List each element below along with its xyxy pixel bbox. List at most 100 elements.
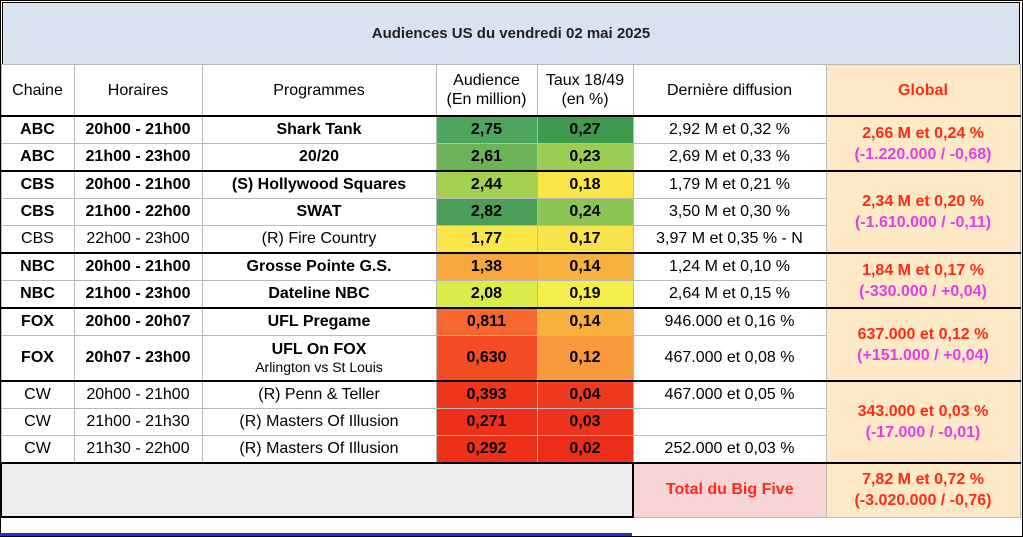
global-diff-value: (-330.000 / +0,04): [859, 282, 987, 300]
header-audience: Audience (En million): [435, 64, 538, 117]
footer-row: Total du Big Five 7,82 M et 0,72 % (-3.020…: [0, 462, 1021, 518]
header-derniere: Dernière diffusion: [632, 64, 827, 117]
cell-horaires: 20h00 - 21h00: [73, 115, 203, 144]
total-main-value: 7,82 M et 0,72 %: [862, 471, 984, 489]
table-row: CW 20h00 - 21h00 (R) Penn & Teller 0,393 0,0…: [0, 380, 1021, 464]
cell-programme: (S) Hollywood Squares: [201, 170, 437, 199]
cell-taux: 0,19: [536, 280, 634, 309]
cell-derniere: 3,50 M et 0,30 %: [632, 198, 827, 226]
table-row: CBS 22h00 - 23h00 (R) Fire Country 1,77 0,17…: [0, 225, 1020, 254]
cell-global-cbs: 2,34 M et 0,20 % (-1.610.000 / -0,11): [825, 170, 1021, 254]
cell-programme: (R) Masters Of Illusion: [201, 408, 437, 436]
total-big-five-label: Total du Big Five: [632, 462, 827, 518]
cell-chaine: FOX: [0, 335, 75, 382]
global-main-value: 2,34 M et 0,20 %: [862, 193, 984, 210]
cell-horaires: 20h00 - 21h00: [73, 170, 203, 199]
cell-horaires: 22h00 - 23h00: [73, 225, 203, 254]
cell-taux: 0,24: [536, 198, 634, 226]
cell-derniere: 1,79 M et 0,21 %: [632, 170, 827, 199]
cell-chaine: FOX: [0, 307, 75, 336]
header-horaires: Horaires: [73, 64, 203, 117]
global-main-value: 1,84 M et 0,17 %: [862, 261, 984, 279]
cell-programme: Dateline NBC: [201, 280, 437, 309]
table-row: CBS 20h00 - 21h00 (S) Hollywood Squares 2,4…: [0, 170, 1021, 254]
cell-taux: 0,14: [536, 307, 634, 336]
global-diff-value: (-1.610.000 / -0,11): [854, 214, 992, 231]
cell-horaires: 21h00 - 23h00: [73, 143, 203, 172]
cell-taux: 0,18: [536, 170, 634, 199]
cell-chaine: CW: [0, 435, 75, 464]
cell-taux: 0,17: [536, 225, 634, 254]
cell-chaine: CBS: [0, 198, 75, 226]
cell-horaires: 21h00 - 23h00: [73, 280, 203, 309]
cell-programme: Grosse Pointe G.S.: [201, 252, 437, 281]
cell-programme: UFL Pregame: [201, 307, 437, 336]
header-row: Chaine Horaires Programmes Audience (En m…: [0, 64, 1021, 117]
header-taux-line2: (en %): [561, 91, 609, 108]
cell-derniere: 3,97 M et 0,35 % - N: [632, 225, 827, 254]
table-row: CW 21h30 - 22h00 (R) Masters Of Illusion 0,…: [0, 435, 1020, 464]
cell-programme: (R) Fire Country: [201, 225, 437, 254]
cell-chaine: NBC: [0, 252, 75, 281]
cell-audience: 0,630: [435, 335, 538, 382]
cell-chaine: ABC: [0, 143, 75, 172]
global-diff-value: (-1.220.000 / -0,68): [854, 145, 992, 163]
cell-derniere: [632, 408, 827, 436]
cell-audience: 2,61: [435, 143, 538, 172]
cell-audience: 2,44: [435, 170, 538, 199]
cell-audience: 0,271: [435, 408, 538, 436]
global-main-value: 343.000 et 0,03 %: [857, 403, 989, 420]
table-row: NBC 20h00 - 21h00 Grosse Pointe G.S. 1,38 0,…: [0, 252, 1021, 309]
header-taux-line1: Taux 18/49: [545, 72, 625, 89]
cell-chaine: NBC: [0, 280, 75, 309]
cell-horaires: 21h30 - 22h00: [73, 435, 203, 464]
global-diff-value: (-17.000 / -0,01): [865, 424, 981, 441]
page-title: Audiences US du vendredi 02 mai 2025: [2, 2, 1020, 65]
cell-chaine: CW: [0, 380, 75, 409]
cell-taux: 0,12: [536, 335, 634, 382]
cell-audience: 0,811: [435, 307, 538, 336]
cell-derniere: 467.000 et 0,05 %: [632, 380, 827, 409]
header-audience-line2: (En million): [446, 91, 527, 108]
cell-derniere: 2,92 M et 0,32 %: [632, 115, 827, 144]
cell-audience: 1,77: [435, 225, 538, 254]
cell-taux: 0,04: [536, 380, 634, 409]
cell-chaine: CBS: [0, 225, 75, 254]
cell-programme: SWAT: [201, 198, 437, 226]
cell-programme: (R) Masters Of Illusion: [201, 435, 437, 464]
cell-taux: 0,23: [536, 143, 634, 172]
cell-audience: 0,393: [435, 380, 538, 409]
cell-derniere: 2,64 M et 0,15 %: [632, 280, 827, 309]
table-row: ABC 21h00 - 23h00 20/20 2,61 0,23 2,69 M et 0…: [0, 143, 1020, 172]
cell-audience: 1,38: [435, 252, 538, 281]
cell-taux: 0,14: [536, 252, 634, 281]
programme-title: UFL On FOX: [271, 341, 367, 358]
cell-taux: 0,27: [536, 115, 634, 144]
cell-programme: UFL On FOX Arlington vs St Louis: [201, 335, 437, 382]
cell-global-fox: 637.000 et 0,12 % (+151.000 / +0,04): [825, 307, 1021, 382]
cell-derniere: 946.000 et 0,16 %: [632, 307, 827, 336]
cell-programme: Shark Tank: [201, 115, 437, 144]
cell-audience: 2,08: [435, 280, 538, 309]
cell-audience: 0,292: [435, 435, 538, 464]
table-row: FOX 20h00 - 20h07 UFL Pregame 0,811 0,14 946.…: [0, 307, 1021, 382]
cell-taux: 0,03: [536, 408, 634, 436]
global-diff-value: (+151.000 / +0,04): [857, 346, 989, 364]
cell-global-nbc: 1,84 M et 0,17 % (-330.000 / +0,04): [825, 252, 1021, 309]
total-diff-value: (-3.020.000 / -0,76): [854, 492, 992, 510]
cell-chaine: CW: [0, 408, 75, 436]
programme-subtitle: Arlington vs St Louis: [255, 359, 383, 375]
cell-derniere: 252.000 et 0,03 %: [632, 435, 827, 464]
footer-blank: [0, 462, 634, 518]
cell-audience: 2,75: [435, 115, 538, 144]
total-global: 7,82 M et 0,72 % (-3.020.000 / -0,76): [825, 462, 1021, 518]
cell-programme: 20/20: [201, 143, 437, 172]
cell-chaine: ABC: [0, 115, 75, 144]
cell-derniere: 1,24 M et 0,10 %: [632, 252, 827, 281]
cell-horaires: 20h00 - 20h07: [73, 307, 203, 336]
cell-horaires: 20h00 - 21h00: [73, 380, 203, 409]
cell-horaires: 21h00 - 22h00: [73, 198, 203, 226]
table-row: CBS 21h00 - 22h00 SWAT 2,82 0,24 3,50 M et 0,…: [0, 198, 1020, 226]
header-global: Global: [825, 64, 1021, 117]
global-main-value: 2,66 M et 0,24 %: [862, 124, 984, 142]
